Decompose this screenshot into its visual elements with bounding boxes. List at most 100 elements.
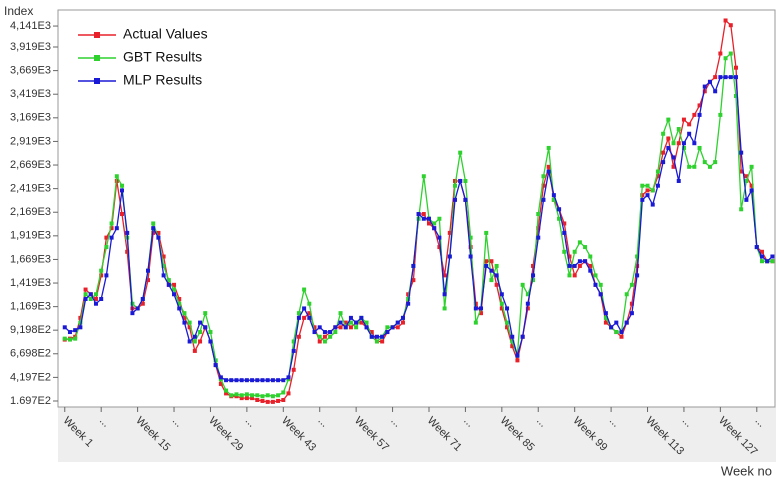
point — [473, 306, 478, 311]
point — [713, 89, 718, 94]
point — [244, 378, 249, 383]
point — [619, 334, 624, 339]
point — [255, 378, 260, 383]
point — [291, 339, 296, 344]
point — [348, 320, 353, 325]
point — [198, 330, 203, 335]
point — [78, 325, 83, 330]
point — [307, 315, 312, 320]
point — [687, 122, 692, 127]
point — [244, 392, 249, 397]
point — [192, 339, 197, 344]
y-tick-label: 1,419E3 — [10, 277, 51, 289]
point — [104, 245, 109, 250]
point — [354, 325, 359, 330]
point — [177, 296, 182, 301]
point — [567, 273, 572, 278]
point — [109, 226, 114, 231]
point — [681, 145, 686, 150]
point — [505, 320, 510, 325]
point — [770, 254, 775, 259]
point — [208, 330, 213, 335]
point — [666, 136, 671, 141]
point — [655, 174, 660, 179]
point — [416, 212, 421, 217]
y-axis-title: Index — [4, 4, 33, 18]
point — [421, 174, 426, 179]
point — [770, 259, 775, 264]
point — [218, 381, 223, 386]
point — [328, 330, 333, 335]
point — [759, 259, 764, 264]
point — [718, 75, 723, 80]
point — [713, 160, 718, 165]
point — [572, 273, 577, 278]
point — [687, 131, 692, 136]
point — [119, 183, 124, 188]
point — [583, 259, 588, 264]
point — [385, 330, 390, 335]
point — [322, 330, 327, 335]
point — [759, 254, 764, 259]
point — [182, 315, 187, 320]
point — [557, 216, 562, 221]
point — [312, 330, 317, 335]
point — [687, 164, 692, 169]
y-tick-label: 3,919E3 — [10, 41, 51, 53]
point — [536, 235, 541, 240]
point — [426, 216, 431, 221]
point — [177, 301, 182, 306]
point — [406, 296, 411, 301]
point — [395, 325, 400, 330]
point — [281, 390, 286, 395]
point — [541, 174, 546, 179]
point — [546, 164, 551, 169]
point — [562, 230, 567, 235]
point — [265, 399, 270, 404]
point — [62, 336, 67, 341]
point — [156, 235, 161, 240]
point — [125, 249, 130, 254]
point — [338, 311, 343, 316]
point — [551, 193, 556, 198]
point — [302, 287, 307, 292]
point — [463, 178, 468, 183]
point — [187, 320, 192, 325]
point — [557, 207, 562, 212]
point — [494, 282, 499, 287]
point — [338, 320, 343, 325]
point — [234, 378, 239, 383]
point — [400, 320, 405, 325]
point — [728, 23, 733, 28]
point — [307, 301, 312, 306]
point — [146, 278, 151, 283]
point — [629, 282, 634, 287]
y-tick-label: 1,919E3 — [10, 230, 51, 242]
point — [192, 334, 197, 339]
point — [614, 320, 619, 325]
point — [624, 292, 629, 297]
point — [369, 334, 374, 339]
point — [744, 174, 749, 179]
point — [161, 254, 166, 259]
point — [593, 282, 598, 287]
point — [172, 282, 177, 287]
point — [177, 306, 182, 311]
point — [146, 268, 151, 273]
point — [619, 330, 624, 335]
point — [577, 263, 582, 268]
point — [499, 306, 504, 311]
point — [322, 334, 327, 339]
point — [666, 117, 671, 122]
point — [577, 240, 582, 245]
point — [265, 378, 270, 383]
point — [161, 263, 166, 268]
point — [203, 311, 208, 316]
point — [588, 254, 593, 259]
point — [520, 282, 525, 287]
point — [629, 311, 634, 316]
point — [166, 278, 171, 283]
point — [99, 296, 104, 301]
point — [109, 221, 114, 226]
point — [229, 378, 234, 383]
